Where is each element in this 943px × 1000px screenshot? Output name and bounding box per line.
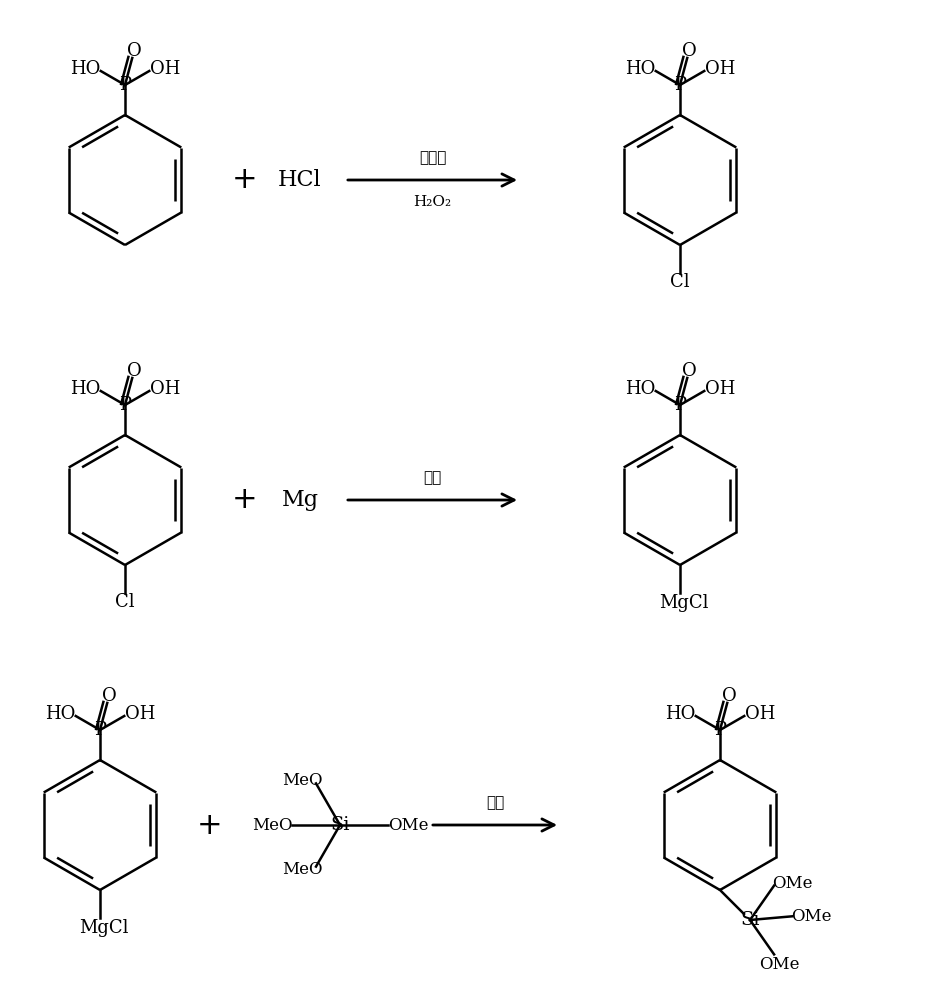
Text: OH: OH (745, 705, 775, 723)
Text: HO: HO (624, 380, 655, 398)
Text: MeO: MeO (282, 772, 323, 789)
Text: HCl: HCl (278, 169, 322, 191)
Text: HO: HO (665, 705, 695, 723)
Text: O: O (721, 687, 736, 705)
Text: Si: Si (740, 911, 760, 929)
Text: OH: OH (150, 60, 180, 78)
Text: Si: Si (330, 816, 350, 834)
Text: 磷钨酸: 磷钨酸 (419, 150, 446, 165)
Text: P: P (119, 396, 131, 414)
Text: O: O (126, 362, 141, 380)
Text: O: O (682, 42, 697, 60)
Text: +: + (197, 810, 223, 840)
Text: OH: OH (705, 380, 736, 398)
Text: +: + (232, 165, 257, 194)
Text: P: P (94, 721, 106, 739)
Text: HO: HO (70, 380, 100, 398)
Text: 乙醚: 乙醚 (486, 795, 505, 810)
Text: HO: HO (70, 60, 100, 78)
Text: OH: OH (125, 705, 156, 723)
Text: Mg: Mg (282, 489, 319, 511)
Text: +: + (232, 486, 257, 514)
Text: Cl: Cl (115, 593, 135, 611)
Text: P: P (674, 396, 686, 414)
Text: O: O (682, 362, 697, 380)
Text: OH: OH (150, 380, 180, 398)
Text: OMe: OMe (771, 875, 812, 892)
Text: O: O (102, 687, 116, 705)
Text: H₂O₂: H₂O₂ (413, 195, 452, 209)
Text: MeO: MeO (282, 861, 323, 878)
Text: MgCl: MgCl (79, 919, 129, 937)
Text: OMe: OMe (388, 816, 428, 834)
Text: HO: HO (624, 60, 655, 78)
Text: OH: OH (705, 60, 736, 78)
Text: P: P (119, 76, 131, 94)
Text: 乙醚: 乙醚 (423, 470, 441, 485)
Text: MeO: MeO (252, 816, 292, 834)
Text: O: O (126, 42, 141, 60)
Text: MgCl: MgCl (659, 594, 709, 612)
Text: P: P (714, 721, 726, 739)
Text: OMe: OMe (759, 956, 800, 973)
Text: Cl: Cl (670, 273, 690, 291)
Text: OMe: OMe (791, 908, 832, 925)
Text: P: P (674, 76, 686, 94)
Text: HO: HO (44, 705, 74, 723)
